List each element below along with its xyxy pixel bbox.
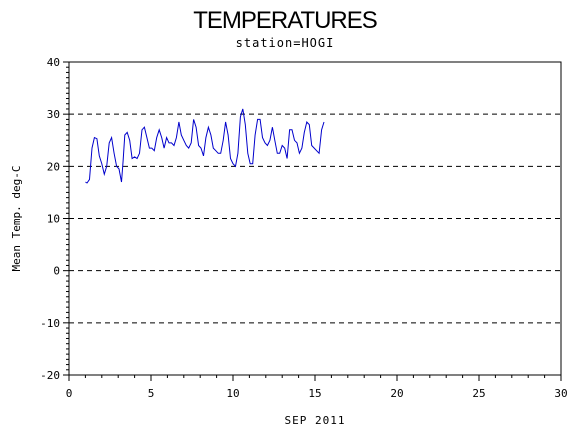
y-tick-label: -10	[40, 317, 60, 330]
y-tick-label: 10	[47, 213, 60, 226]
y-tick-label: 40	[47, 56, 60, 69]
y-tick-label: 30	[47, 108, 60, 121]
x-tick-label: 10	[226, 387, 239, 400]
y-tick-label: -20	[40, 369, 60, 382]
y-axis-label: Mean Temp. deg-C	[10, 166, 23, 272]
x-tick-label: 0	[66, 387, 73, 400]
x-tick-label: 5	[148, 387, 155, 400]
x-tick-label: 30	[554, 387, 567, 400]
temperature-series-line	[85, 108, 325, 184]
chart-title: TEMPERATURES	[193, 7, 378, 34]
y-tick-label: 20	[47, 160, 60, 173]
x-tick-label: 15	[308, 387, 321, 400]
x-tick-label: 20	[390, 387, 403, 400]
y-tick-label: 0	[53, 265, 60, 278]
x-tick-label: 25	[472, 387, 485, 400]
x-axis-label: SEP 2011	[285, 414, 346, 427]
chart-subtitle: station=HOGI	[235, 36, 335, 50]
